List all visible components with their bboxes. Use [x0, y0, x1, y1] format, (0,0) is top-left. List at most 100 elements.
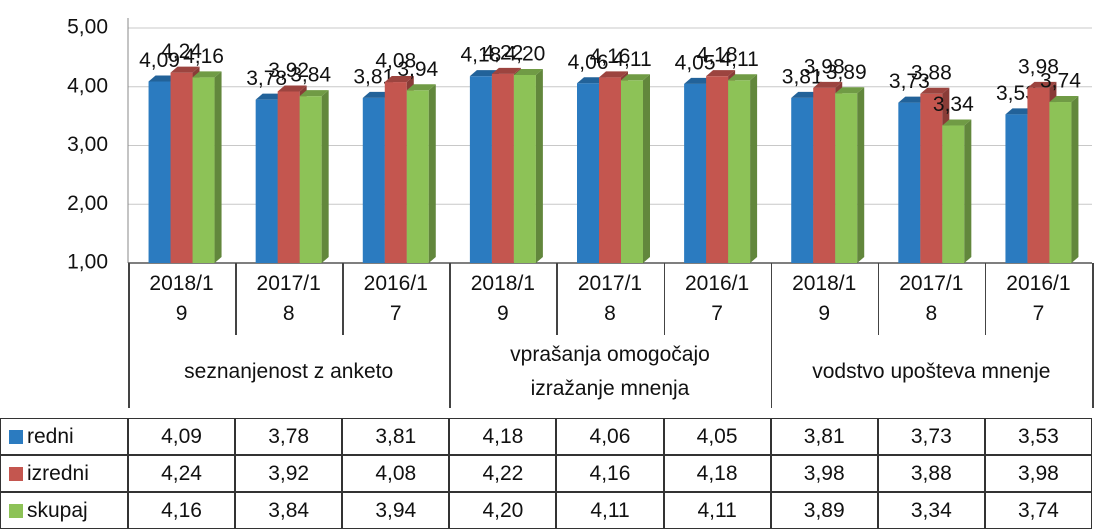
- data-label: 4,11: [612, 48, 651, 71]
- bar-top: [621, 74, 650, 81]
- data-label: 4,09: [139, 49, 180, 72]
- x-tick-label: 2016/17: [664, 263, 771, 335]
- bar: [621, 80, 643, 263]
- bar-side: [643, 74, 650, 263]
- data-label: 3,88: [911, 61, 952, 84]
- bar: [299, 96, 322, 264]
- bar-top: [469, 70, 499, 77]
- table-value-text: 4,05: [696, 424, 738, 448]
- table-value-text: 4,18: [482, 424, 524, 448]
- data-label: 4,18: [697, 44, 738, 67]
- x-tick-label-text: 2016/17: [684, 272, 750, 325]
- bar: [362, 97, 385, 263]
- legend-swatch: [9, 466, 23, 481]
- table-value: 4,11: [556, 492, 664, 529]
- bar-side: [964, 119, 972, 264]
- data-label: 3,81: [782, 65, 823, 88]
- legend-swatch: [9, 429, 23, 444]
- bar-side: [750, 74, 758, 263]
- data-label: 3,84: [290, 64, 331, 87]
- table-value-text: 3,98: [803, 461, 845, 485]
- data-label: 4,06: [568, 51, 609, 74]
- x-tick-label: 2016/17: [985, 263, 1092, 335]
- table-value-text: 3,78: [268, 424, 310, 448]
- data-label: 4,20: [504, 43, 545, 66]
- table-divider: [663, 263, 666, 335]
- data-label: 3,98: [804, 55, 845, 78]
- bar-top: [1027, 81, 1057, 88]
- bar-side: [321, 90, 329, 264]
- x-tick-label-text: 2016/17: [1006, 272, 1071, 325]
- x-tick-label-text: 2017/18: [577, 272, 643, 325]
- table-value-text: 4,22: [482, 461, 524, 485]
- bar-top: [1049, 96, 1079, 103]
- table-divider: [449, 263, 451, 408]
- table-divider: [235, 263, 237, 335]
- group-label-text: vodstvo upošteva mnenje: [812, 359, 1051, 383]
- table-value: 3,84: [235, 492, 343, 529]
- table-value: 3,98: [984, 455, 1092, 492]
- bar-side: [428, 84, 436, 264]
- table-value-text: 4,20: [482, 498, 524, 522]
- bar-top: [577, 77, 606, 84]
- group-label-text: vprašanja omogočajo izražanje mnenja: [510, 342, 710, 400]
- table-value-text: 4,24: [161, 461, 202, 485]
- data-label: 4,24: [161, 40, 202, 63]
- table-value: 3,78: [235, 418, 343, 455]
- bar: [277, 91, 300, 263]
- bar-top: [835, 87, 865, 94]
- bar: [706, 76, 729, 263]
- bar-top: [513, 69, 543, 75]
- table-value: 4,18: [449, 418, 557, 455]
- table-value-text: 4,06: [589, 424, 631, 448]
- table-value: 4,22: [449, 455, 557, 492]
- bar: [898, 102, 921, 263]
- table-value: 3,53: [984, 418, 1092, 455]
- data-label: 4,16: [590, 45, 631, 68]
- bar-top: [384, 76, 414, 83]
- x-tick-label-text: 2018/19: [470, 272, 535, 325]
- bar: [684, 83, 707, 263]
- bar: [1049, 102, 1072, 264]
- x-tick-label: 2018/19: [771, 263, 878, 335]
- bar-top: [170, 66, 200, 73]
- bar-top: [813, 81, 843, 88]
- table-value: 3,74: [984, 492, 1092, 529]
- bar-top: [362, 91, 392, 98]
- bar-top: [920, 87, 950, 94]
- table-value: 4,06: [556, 418, 664, 455]
- table-value: 4,05: [663, 418, 771, 455]
- table-value: 3,92: [235, 455, 343, 492]
- x-tick-label-text: 2018/19: [149, 272, 214, 325]
- table-value-text: 4,18: [696, 461, 738, 485]
- table-divider: [1092, 263, 1094, 408]
- bar-top: [728, 74, 758, 81]
- legend-item: skupaj: [0, 492, 128, 529]
- table-value-text: 4,11: [590, 498, 630, 522]
- bar: [835, 93, 858, 264]
- y-tick-label: 5,00: [67, 16, 108, 39]
- table-value: 4,16: [556, 455, 664, 492]
- table-value: 4,09: [128, 418, 236, 455]
- legend-item: redni: [0, 418, 128, 455]
- table-value: 3,98: [770, 455, 878, 492]
- table-value: 3,81: [342, 418, 450, 455]
- table-value-text: 4,16: [589, 461, 631, 485]
- data-label: 4,18: [460, 44, 501, 67]
- legend-label: izredni: [27, 461, 89, 485]
- y-tick-label: 3,00: [67, 133, 108, 156]
- group-label: vprašanja omogočajo izražanje mnenja: [449, 335, 770, 408]
- table-divider: [342, 263, 344, 335]
- table-value: 4,20: [449, 492, 557, 529]
- legend-swatch: [9, 503, 23, 518]
- table-value: 4,11: [663, 492, 771, 529]
- table-value-text: 3,81: [375, 424, 417, 448]
- table-value: 3,88: [877, 455, 985, 492]
- table-value-text: 3,84: [268, 498, 310, 522]
- table-value: 3,89: [770, 492, 878, 529]
- data-label: 3,34: [933, 93, 974, 116]
- bar: [384, 82, 407, 263]
- bar-top: [148, 75, 178, 82]
- bar-top: [491, 67, 521, 74]
